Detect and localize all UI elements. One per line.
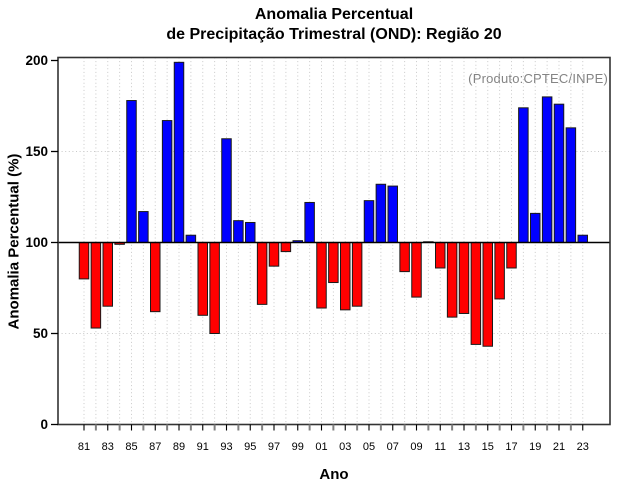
bar-20 xyxy=(541,96,553,244)
bar-89 xyxy=(173,61,185,243)
bar-91 xyxy=(197,242,208,316)
bar-16 xyxy=(494,242,505,300)
chart-title-block: Anomalia Percentual de Precipitação Trim… xyxy=(58,5,610,45)
bar-92 xyxy=(209,242,220,334)
bar-90 xyxy=(185,234,197,244)
bar-11 xyxy=(435,242,446,269)
bar-96 xyxy=(256,242,268,305)
x-tick-label: 97 xyxy=(267,441,281,453)
x-tick-label: 87 xyxy=(149,441,162,453)
x-tick-label: 81 xyxy=(77,441,91,453)
bar-14 xyxy=(470,242,482,345)
x-tick-label: 19 xyxy=(529,441,542,453)
y-tick-label: 150 xyxy=(25,143,48,159)
bar-21 xyxy=(553,103,565,244)
x-tick-label: 93 xyxy=(220,441,233,453)
bar-05 xyxy=(363,200,375,243)
bar-08 xyxy=(399,242,410,273)
bar-22 xyxy=(565,127,577,243)
chart-subtitle: de Precipitação Trimestral (OND): Região… xyxy=(166,26,502,43)
x-tick-label: 13 xyxy=(457,441,471,453)
y-tick-label: 100 xyxy=(25,234,48,250)
bar-03 xyxy=(340,242,351,311)
bar-87 xyxy=(150,242,161,313)
x-tick-label: 21 xyxy=(552,441,566,453)
y-tick-label: 200 xyxy=(25,52,48,68)
chart-title: Anomalia Percentual xyxy=(254,6,414,23)
bar-15 xyxy=(482,242,493,347)
bar-81 xyxy=(78,242,90,280)
x-tick-label: 17 xyxy=(505,441,518,453)
bar-06 xyxy=(375,183,387,243)
x-tick-label: 23 xyxy=(576,441,589,453)
x-tick-label: 11 xyxy=(434,441,446,453)
x-tick-label: 95 xyxy=(244,441,257,453)
x-tick-label: 05 xyxy=(362,441,376,453)
bar-02 xyxy=(328,242,339,284)
bar-94 xyxy=(233,220,244,244)
bar-23 xyxy=(577,234,588,244)
x-tick-label: 99 xyxy=(291,441,304,453)
x-tick-label: 91 xyxy=(196,441,209,453)
bar-04 xyxy=(351,242,363,307)
bar-85 xyxy=(126,100,137,244)
x-tick-label: 09 xyxy=(410,441,423,453)
bar-18 xyxy=(518,107,529,243)
x-axis-title: Ano xyxy=(319,466,349,483)
x-tick-label: 85 xyxy=(125,441,138,453)
bar-86 xyxy=(138,211,149,243)
x-tick-label: 89 xyxy=(172,441,186,453)
bar-13 xyxy=(458,242,470,314)
bar-00 xyxy=(304,201,315,244)
bar-82 xyxy=(90,242,102,329)
bar-83 xyxy=(102,242,113,307)
x-tick-label: 01 xyxy=(315,441,328,453)
bar-88 xyxy=(161,120,173,243)
bar-09 xyxy=(411,242,422,298)
x-tick-label: 07 xyxy=(386,441,399,453)
bar-93 xyxy=(221,138,232,243)
bar-12 xyxy=(446,242,458,318)
bar-07 xyxy=(387,185,398,243)
bar-97 xyxy=(268,242,280,267)
bar-95 xyxy=(245,221,256,243)
y-tick-label: 50 xyxy=(32,325,48,341)
bar-19 xyxy=(530,212,541,244)
x-tick-label: 03 xyxy=(339,441,352,453)
source-annotation: (Produto:CPTEC/INPE) xyxy=(468,71,608,86)
x-tick-label: 83 xyxy=(101,441,114,453)
y-tick-label: 0 xyxy=(40,416,48,432)
bar-98 xyxy=(280,242,292,253)
x-tick-label: 15 xyxy=(481,441,494,453)
bar-17 xyxy=(506,242,517,269)
bar-01 xyxy=(316,242,327,309)
